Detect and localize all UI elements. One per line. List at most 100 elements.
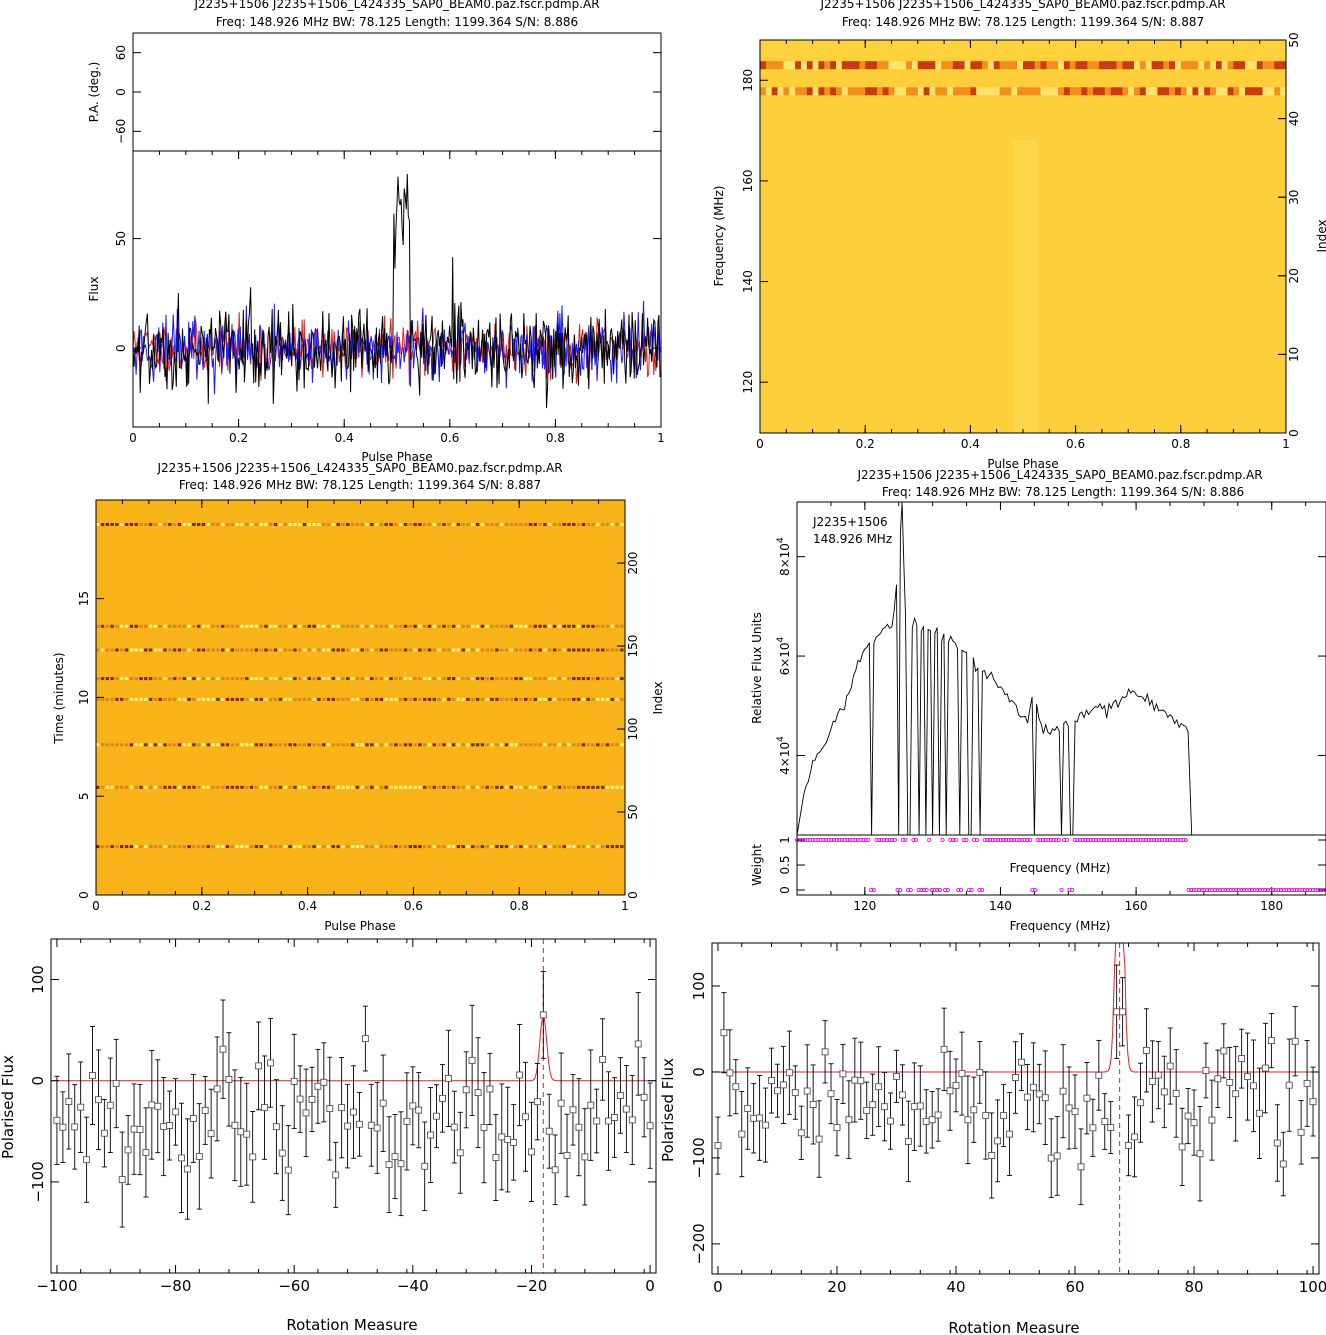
rfi-row-segment — [906, 61, 913, 70]
weight-marker — [1287, 888, 1292, 893]
bright-row-segment — [601, 845, 605, 849]
bright-row-segment — [490, 624, 494, 628]
bright-row-segment — [264, 743, 268, 747]
bright-row-segment — [504, 624, 509, 628]
bright-row-segment — [394, 697, 398, 701]
bandpass-y-label: Relative Flux Units — [750, 612, 764, 724]
rfi-row-segment — [1157, 61, 1164, 70]
bright-row-segment — [96, 697, 100, 701]
bright-row-segment — [538, 677, 542, 681]
bright-row-segment — [317, 743, 321, 747]
phase-freq-subtitle: Freq: 148.926 MHz BW: 78.125 Length: 119… — [842, 15, 1204, 29]
bright-row-segment — [466, 743, 470, 747]
pa-y-tick-label: 0 — [114, 88, 128, 96]
bright-row-segment — [475, 785, 480, 789]
bright-row-segment — [105, 624, 109, 628]
rm-left-data-point — [243, 1130, 251, 1138]
weight-marker — [1160, 838, 1165, 843]
weight-marker — [1284, 888, 1289, 893]
bright-row-segment — [567, 624, 571, 628]
bright-row-segment — [447, 648, 451, 652]
bright-row-segment — [509, 697, 513, 701]
bright-row-segment — [466, 648, 470, 652]
bright-row-segment — [495, 743, 499, 747]
rfi-row-segment — [1040, 61, 1047, 70]
weight-marker — [943, 888, 948, 893]
rfi-row-segment — [765, 87, 772, 96]
bright-row-segment — [307, 743, 311, 747]
bright-row-segment — [586, 785, 590, 789]
bright-row-segment — [288, 785, 292, 789]
rm-right-data-point — [1256, 1109, 1263, 1117]
phase-freq-x-tick-label: 1 — [1282, 437, 1290, 451]
rfi-row-segment — [1017, 87, 1024, 96]
bright-row-segment — [427, 743, 432, 747]
bright-row-segment — [148, 697, 153, 701]
bright-row-segment — [413, 624, 417, 628]
bright-row-segment — [350, 523, 355, 526]
bright-row-segment — [365, 677, 369, 681]
rm-left-data-point — [433, 1112, 440, 1120]
weight-marker — [1223, 888, 1228, 893]
weight-marker — [853, 838, 858, 843]
bandpass-y-tick-label: 6×104 — [776, 636, 792, 675]
bright-row-segment — [567, 743, 571, 747]
bright-row-segment — [206, 648, 210, 652]
rm-left-data-point — [65, 1098, 73, 1105]
rm-left-data-point — [136, 1126, 144, 1133]
rfi-row-segment — [947, 61, 954, 70]
bright-row-segment — [384, 845, 388, 849]
bright-row-segment — [514, 785, 518, 789]
rm-left-data-point — [166, 1122, 174, 1129]
bright-row-segment — [168, 624, 172, 628]
bright-row-segment — [346, 743, 350, 747]
bandpass-subtitle: Freq: 148.926 MHz BW: 78.125 Length: 119… — [882, 485, 1244, 499]
bright-row-segment — [211, 523, 215, 526]
bright-row-segment — [427, 785, 432, 789]
bright-row-segment — [346, 624, 350, 628]
bright-row-segment — [124, 677, 129, 681]
profile-I-line — [132, 173, 661, 409]
rm-right-data-point — [1250, 1082, 1257, 1090]
rm-left-data-point — [385, 1161, 393, 1169]
rfi-row-segment — [771, 61, 778, 70]
rm-left-data-point — [599, 1056, 607, 1063]
profile-y-tick-label: 0 — [114, 344, 128, 352]
bright-row-segment — [548, 785, 552, 789]
bright-row-segment — [134, 624, 138, 628]
rm-left-data-point — [278, 1149, 286, 1157]
weight-marker — [1046, 838, 1051, 843]
bright-row-segment — [620, 648, 624, 652]
bright-row-segment — [341, 697, 345, 701]
bright-row-segment — [129, 677, 134, 681]
bright-row-segment — [365, 845, 369, 849]
bright-row-segment — [423, 648, 427, 652]
bright-row-segment — [322, 697, 326, 701]
bright-row-segment — [601, 743, 605, 747]
rfi-row-segment — [1175, 61, 1182, 70]
rm-left-x-tick-label: −100 — [36, 1277, 77, 1295]
rfi-row-segment — [906, 87, 913, 96]
bright-row-segment — [567, 845, 571, 849]
rm-right-data-point — [1309, 1098, 1317, 1106]
bright-row-segment — [403, 648, 408, 652]
rm-right-data-point — [726, 1069, 734, 1077]
phase-time-heatmap — [96, 500, 625, 895]
bright-row-segment — [403, 523, 408, 526]
rm-left-data-point — [539, 1011, 547, 1019]
bright-row-segment — [552, 523, 557, 526]
bright-row-segment — [548, 697, 552, 701]
rfi-row-segment — [1122, 61, 1129, 70]
phase-time-x-label: Pulse Phase — [324, 919, 395, 933]
bright-row-segment — [245, 743, 249, 747]
weight-marker — [977, 888, 982, 893]
rfi-row-segment — [970, 87, 977, 96]
rfi-row-segment — [1250, 87, 1257, 96]
bright-row-segment — [225, 523, 230, 526]
rfi-row-segment — [1227, 61, 1234, 70]
rm-right-data-point — [797, 1129, 805, 1137]
phase-freq-y2-tick-label: 50 — [1287, 32, 1301, 47]
bright-row-segment — [336, 743, 340, 747]
rm-right-data-point — [1285, 1081, 1293, 1089]
bright-row-segment — [254, 845, 259, 849]
